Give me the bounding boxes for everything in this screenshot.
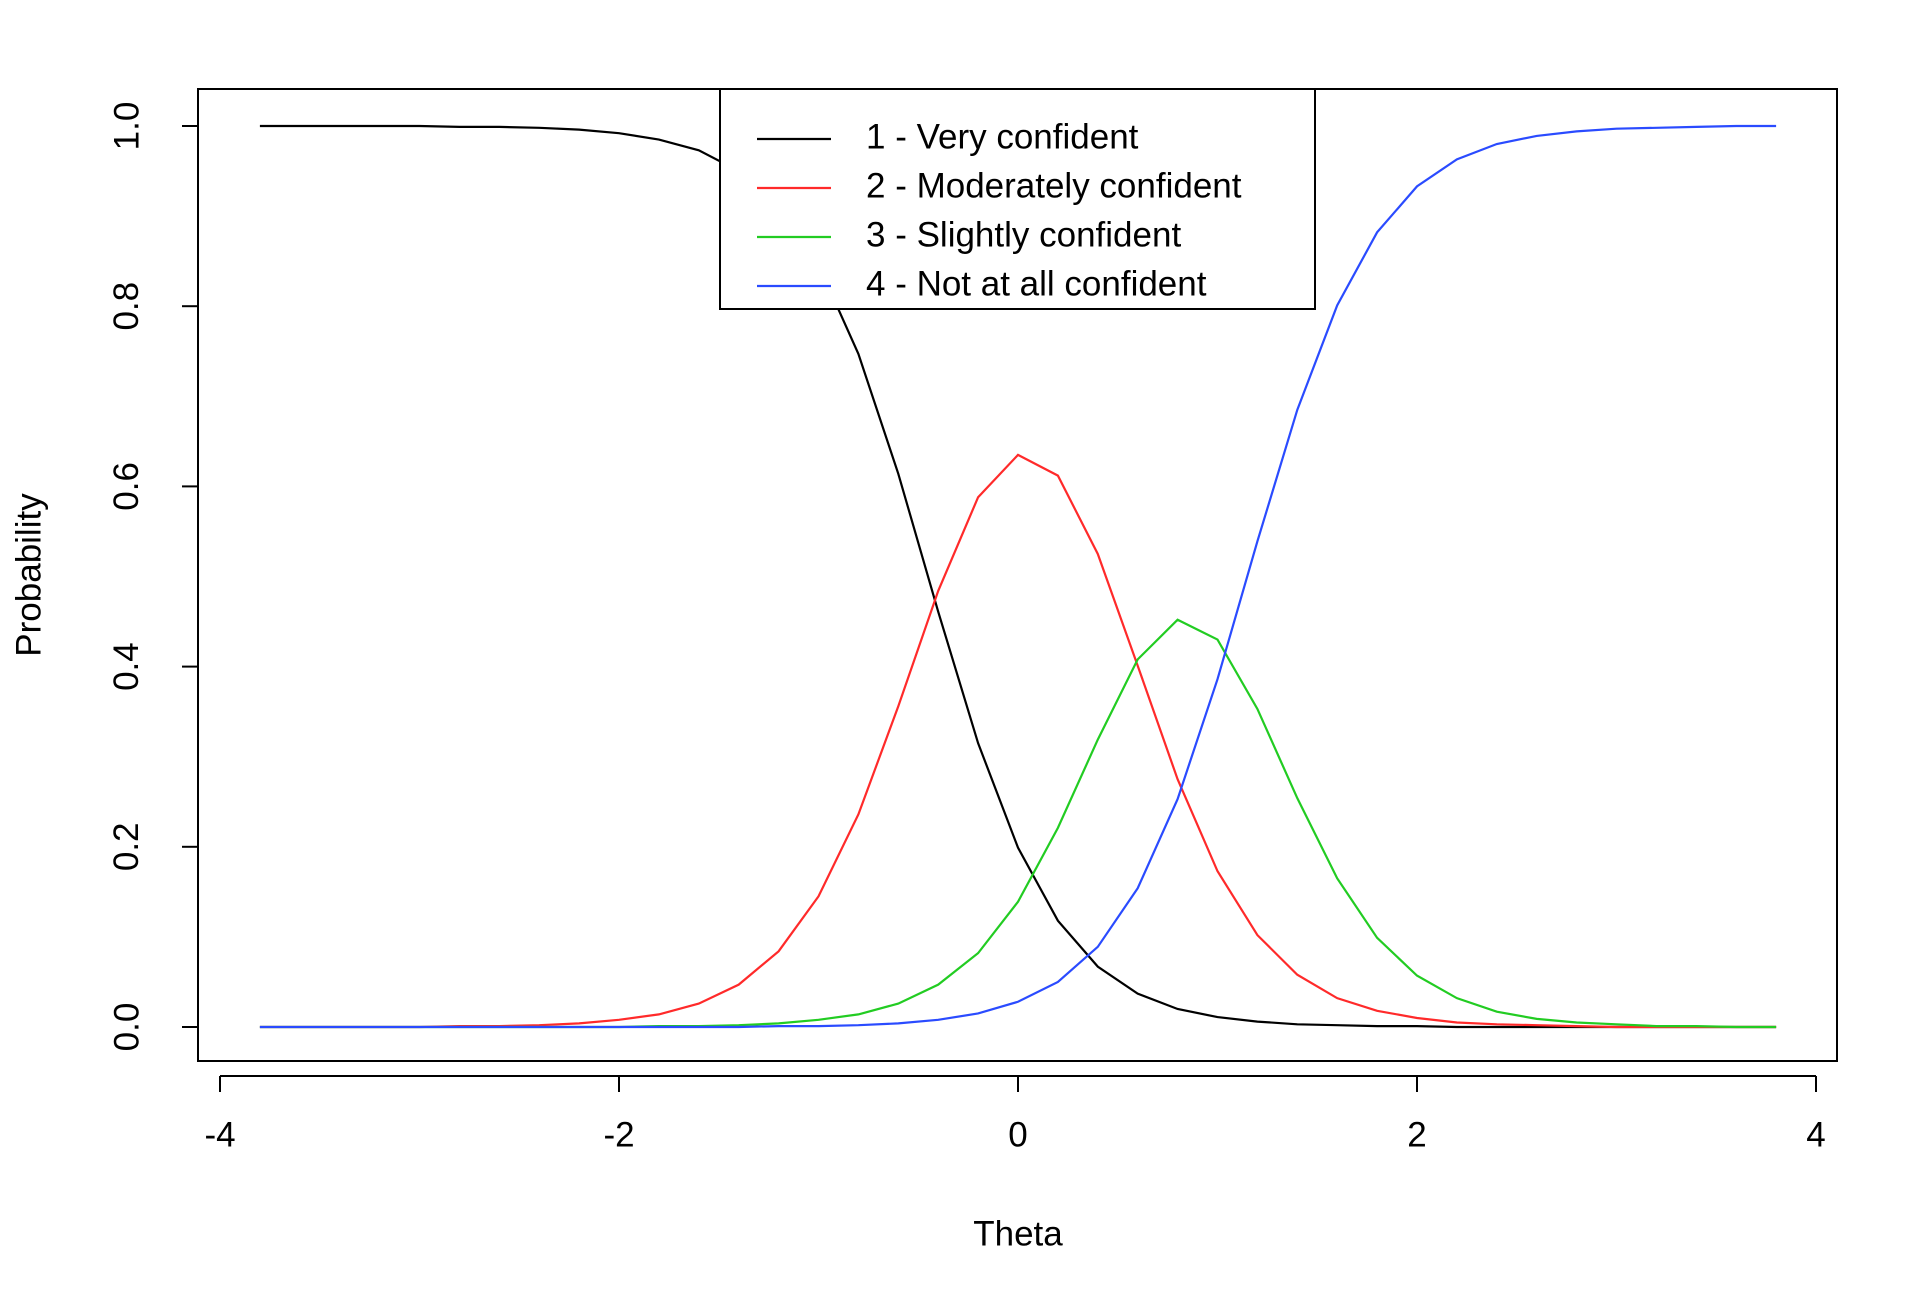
x-tick-label: 4 xyxy=(1806,1115,1825,1154)
x-tick-label: 0 xyxy=(1008,1115,1027,1154)
x-axis-label: Theta xyxy=(973,1214,1063,1253)
series-line xyxy=(259,618,1777,1029)
x-tick-label: -4 xyxy=(204,1115,235,1154)
y-tick-label: 0.0 xyxy=(107,1003,146,1052)
series-line xyxy=(259,453,1777,1029)
y-tick-label: 0.2 xyxy=(107,822,146,871)
legend-box xyxy=(719,88,1316,310)
legend-label: 4 - Not at all confident xyxy=(866,264,1207,303)
legend-label: 2 - Moderately confident xyxy=(866,166,1242,205)
series-line xyxy=(259,124,1777,1029)
legend: 1 - Very confident 2 - Moderately confide… xyxy=(719,88,1316,310)
legend-label: 1 - Very confident xyxy=(866,117,1139,156)
y-tick-label: 0.6 xyxy=(107,462,146,511)
y-tick-label: 0.8 xyxy=(107,282,146,331)
y-axis-label: Probability xyxy=(9,493,48,657)
series-line xyxy=(259,124,1777,1029)
x-tick-label: 2 xyxy=(1407,1115,1426,1154)
legend-label: 3 - Slightly confident xyxy=(866,215,1181,254)
y-tick-label: 0.4 xyxy=(107,642,146,691)
x-tick-label: -2 xyxy=(603,1115,634,1154)
y-tick-label: 1.0 xyxy=(107,102,146,151)
